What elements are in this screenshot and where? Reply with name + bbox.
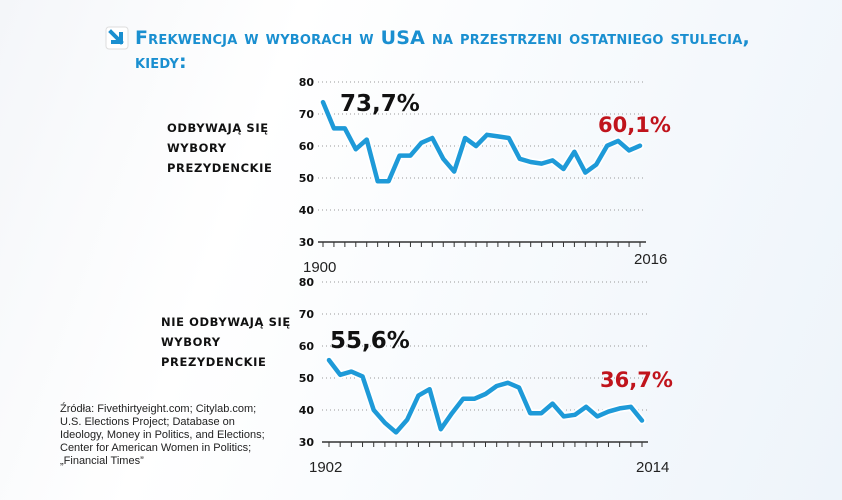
- chart2-y-tick-label: 30: [299, 436, 315, 449]
- chart2-data-point: [618, 406, 622, 410]
- chart2-data-point: [405, 418, 409, 422]
- chart1-data-point: [496, 134, 500, 138]
- chart2-data-point: [506, 381, 510, 385]
- source-line: U.S. Elections Project; Database on: [60, 416, 235, 428]
- source-line: „Financial Times”: [60, 455, 144, 467]
- chart2-data-point: [484, 392, 487, 396]
- chart-title: Frekwencja w wyborach w USA na przestrze…: [135, 27, 750, 73]
- chart1-series-line: [320, 99, 643, 184]
- chart2-data-point: [450, 411, 454, 415]
- chart2-label-line: NIE ODBYWAJĄ SIĘ: [161, 315, 291, 329]
- chart1-data-point: [529, 160, 533, 164]
- chart2-data-point: [428, 387, 432, 391]
- chart2-data-point: [562, 414, 566, 418]
- chart1-data-point: [430, 136, 434, 140]
- chart1-y-tick-label: 60: [299, 140, 315, 153]
- chart1-label: ODBYWAJĄ SIĘ WYBORY PREZYDENCKIE: [167, 118, 273, 178]
- chart1-data-point: [321, 100, 325, 104]
- chart2-data-point: [573, 413, 577, 417]
- source-line: Ideology, Money in Politics, and Electio…: [60, 429, 265, 441]
- chart1-data-point: [540, 162, 544, 166]
- chart2-data-point: [551, 402, 555, 406]
- chart1-y-tick-label: 70: [299, 108, 315, 121]
- chart2-series-line: [326, 357, 645, 435]
- chart2-label: NIE ODBYWAJĄ SIĘ WYBORY PREZYDENCKIE: [161, 312, 291, 372]
- chart2-y-tick-label: 80: [299, 276, 315, 289]
- chart2-data-point: [439, 427, 443, 431]
- chart1-y-tick-label: 40: [299, 204, 315, 217]
- chart1-data-point: [583, 171, 587, 175]
- chart1-y-tick-label: 30: [299, 236, 315, 249]
- chart2-data-point: [338, 373, 342, 377]
- chart2-data-point: [606, 410, 610, 414]
- chart1-data-point: [518, 157, 522, 161]
- chart2-data-point: [584, 405, 588, 409]
- chart1-data-point: [452, 170, 456, 174]
- sources: Źródła: Fivethirtyeight.com; Citylab.com…: [60, 403, 265, 468]
- chart2-y-tick-label: 40: [299, 404, 315, 417]
- chart2-y-tick-label: 70: [299, 308, 315, 321]
- chart1-label-line: PREZYDENCKIE: [167, 161, 273, 175]
- chart1-y-tick-label: 80: [299, 76, 315, 89]
- chart2-data-point: [495, 384, 499, 388]
- chart1-data-point: [376, 179, 380, 183]
- chart2-data-point: [640, 419, 644, 423]
- chart2-y-tick-label: 60: [299, 340, 315, 353]
- chart1-label-line: ODBYWAJĄ SIĘ: [167, 121, 269, 135]
- chart1-data-point: [408, 154, 412, 158]
- chart2-data-point: [349, 370, 353, 374]
- chart2-first-value-label: 55,6%: [330, 328, 410, 354]
- chart2-data-point: [372, 408, 376, 412]
- chart1-data-point: [332, 126, 336, 130]
- chart2-data-point: [461, 397, 465, 401]
- chart1-x-tick-label-start: 1900: [303, 259, 336, 276]
- source-line: Źródła: Fivethirtyeight.com; Citylab.com…: [60, 403, 257, 415]
- chart2-label-line: PREZYDENCKIE: [161, 355, 267, 369]
- chart2-x-tick-label-start: 1902: [309, 459, 342, 476]
- arrow-down-right-icon: [105, 26, 129, 50]
- chart1-data-point: [572, 150, 576, 154]
- chart1-data-point: [627, 148, 631, 152]
- chart1-data-point: [474, 144, 478, 148]
- chart1-data-point: [638, 144, 642, 148]
- chart2-data-point: [595, 414, 599, 418]
- chart2-data-point: [472, 397, 476, 401]
- chart2-data-point: [394, 430, 398, 434]
- chart1-data-point: [354, 147, 358, 151]
- chart2-label-line: WYBORY: [161, 335, 221, 349]
- chart2-data-point: [517, 386, 521, 390]
- chart1-data-point: [343, 126, 347, 130]
- chart1-data-point: [387, 179, 391, 183]
- chart1-data-point: [551, 158, 555, 162]
- chart1-data-point: [594, 163, 598, 167]
- chart2-data-point: [383, 421, 387, 425]
- chart2-last-value-label: 36,7%: [600, 368, 673, 392]
- chart1-data-point: [463, 136, 467, 140]
- chart1-last-value-label: 60,1%: [598, 113, 671, 137]
- chart2-data-point: [528, 411, 532, 415]
- chart1-x-tick-label-end: 2016: [634, 251, 667, 268]
- chart2-data-point: [327, 358, 331, 362]
- chart1-first-value-label: 73,7%: [340, 91, 420, 117]
- chart1-y-tick-label: 50: [299, 172, 315, 185]
- chart1-data-point: [485, 133, 489, 137]
- chart2-data-point: [629, 405, 633, 409]
- chart2-data-point: [539, 411, 543, 415]
- chart2-data-point: [416, 394, 420, 398]
- chart1-label-line: WYBORY: [167, 141, 227, 155]
- chart2-y-tick-label: 50: [299, 372, 315, 385]
- chart1-data-point: [398, 154, 402, 158]
- chart1-data-point: [365, 138, 369, 142]
- chart1-data-point: [507, 136, 511, 140]
- source-line: Center for American Women in Politics;: [60, 442, 252, 454]
- chart1-data-point: [616, 139, 620, 143]
- chart1-data-point: [561, 167, 565, 171]
- chart1-data-point: [441, 157, 445, 161]
- chart2-data-point: [361, 374, 365, 378]
- chart1-data-point: [605, 144, 609, 148]
- chart1-data-point: [419, 141, 423, 145]
- chart2-x-tick-label-end: 2014: [636, 459, 669, 476]
